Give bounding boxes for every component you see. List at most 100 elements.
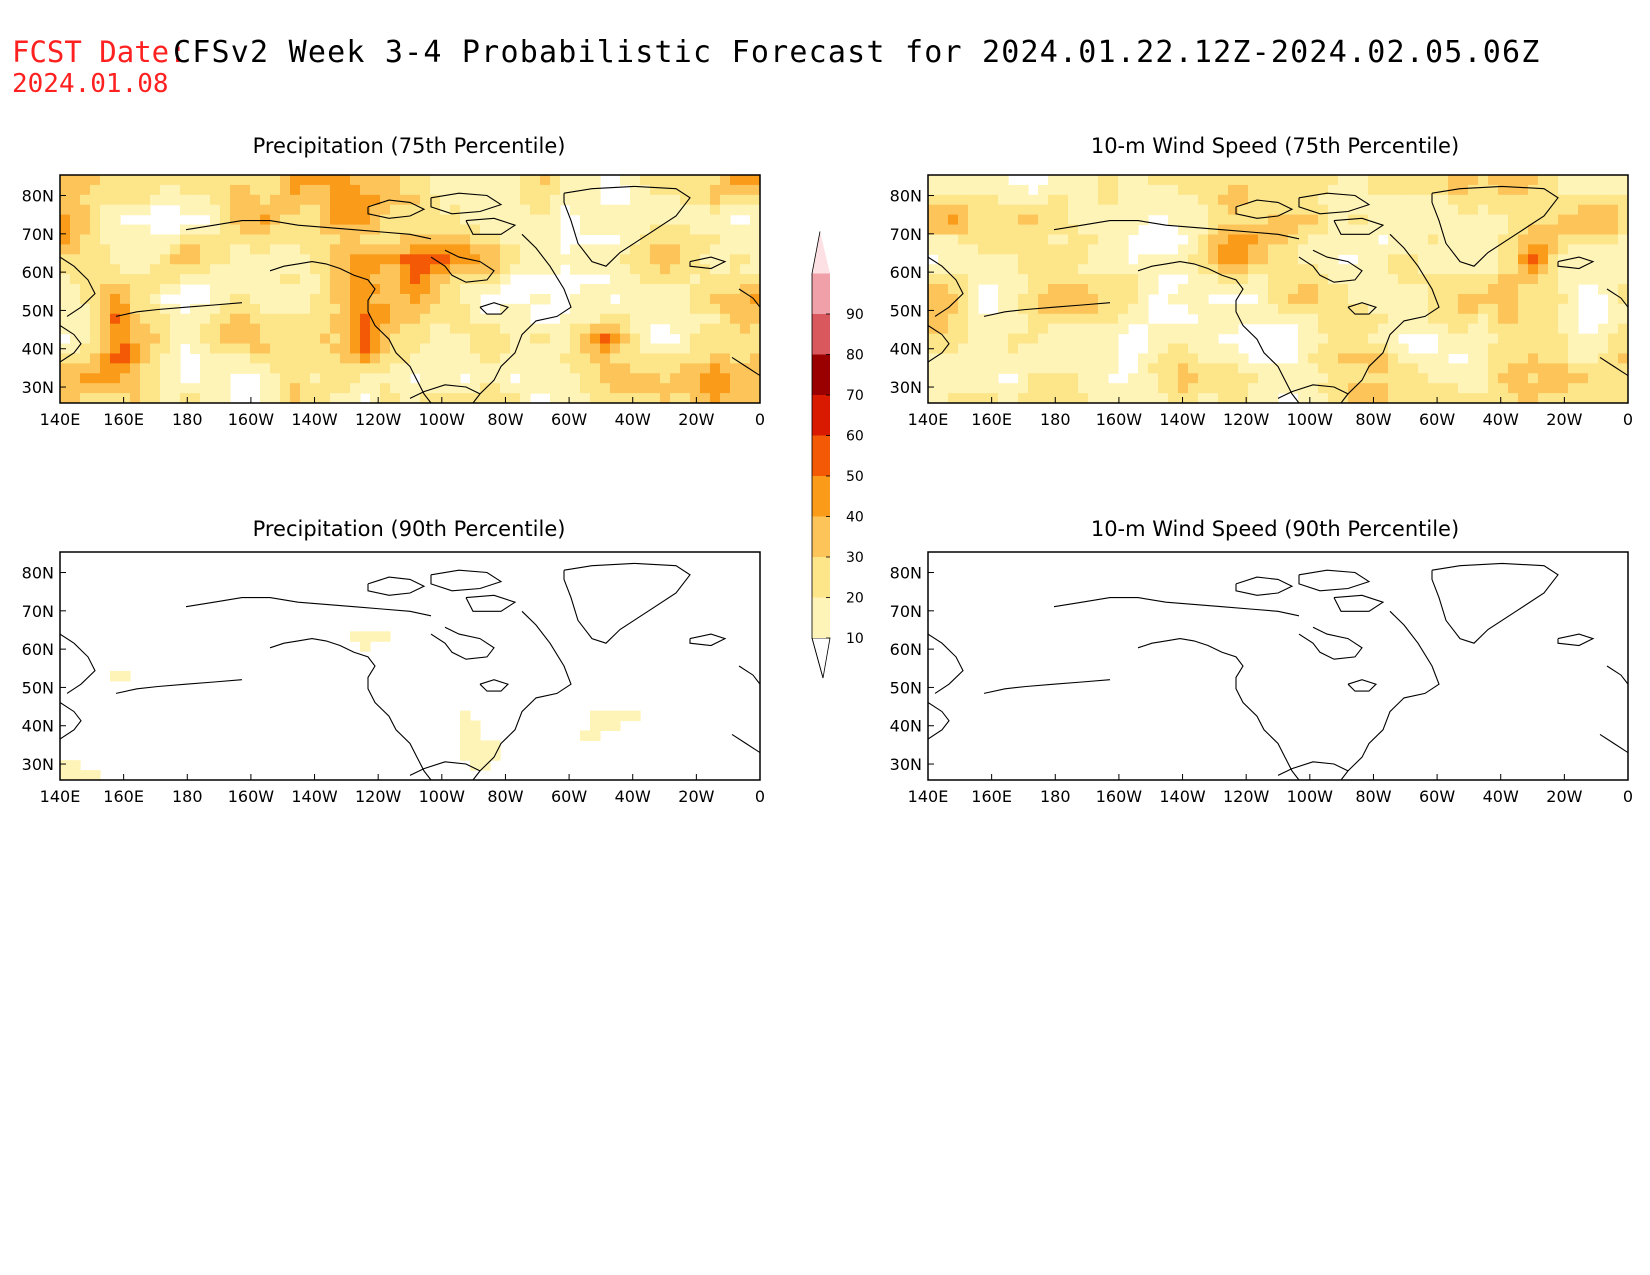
y-tick-label: 80N: [890, 187, 922, 206]
x-tick-label: 160E: [971, 787, 1012, 806]
coastline: [479, 302, 510, 315]
y-tick-label: 40N: [22, 717, 54, 736]
y-tick-label: 70N: [890, 225, 922, 244]
colorbar-label: 10: [846, 631, 864, 647]
y-tick-label: 60N: [890, 640, 922, 659]
coastline: [1557, 633, 1595, 647]
y-tick-label: 40N: [22, 340, 54, 359]
x-tick-label: 0: [1623, 787, 1633, 806]
colorbar-label: 70: [846, 388, 864, 404]
probability-field: [928, 175, 1628, 403]
coastline: [1053, 597, 1300, 617]
colorbar-segment: [812, 273, 830, 314]
coastline: [689, 633, 727, 647]
fcst-date-label: FCST Date:: [12, 35, 187, 69]
x-tick-label: 180: [1040, 787, 1071, 806]
coastline: [689, 256, 727, 270]
coastline: [983, 679, 1111, 694]
map-panel-wind-90: 80N 70N 60N 50N 40N 30N 140E 160E 180 160W 140W 120…: [890, 551, 1633, 806]
panel-title-wind-90: 10-m Wind Speed (90th Percentile): [1091, 517, 1459, 541]
x-tick-label: 140E: [908, 787, 949, 806]
coastline: [1053, 220, 1300, 240]
y-tick-label: 40N: [890, 717, 922, 736]
colorbar-label: 40: [846, 510, 864, 526]
x-tick-label: 160W: [228, 410, 275, 429]
coastline: [1347, 679, 1378, 692]
x-tick-label: 120W: [1223, 410, 1270, 429]
y-tick-label: 70N: [22, 602, 54, 621]
panel-title-precip-75: Precipitation (75th Percentile): [253, 134, 566, 158]
colorbar-label: 50: [846, 469, 864, 485]
coastline: [472, 610, 572, 780]
coastline: [731, 733, 760, 754]
x-tick-label: 140W: [1159, 787, 1206, 806]
y-tick-label: 70N: [22, 225, 54, 244]
x-tick-label: 180: [1040, 410, 1071, 429]
coastline: [1431, 562, 1559, 644]
panel-title-wind-75: 10-m Wind Speed (75th Percentile): [1091, 134, 1459, 158]
y-tick-label: 30N: [890, 755, 922, 774]
map-frame: [59, 174, 761, 404]
map-panel-precip-90: 80N 70N 60N 50N 40N 30N 140E 160E 180 160W 140W 120…: [22, 551, 765, 806]
coastline: [367, 576, 426, 596]
colorbar: 10 20 30 40 50 60 70 80 90: [811, 231, 864, 679]
x-tick-label: 20W: [678, 410, 714, 429]
y-tick-label: 80N: [22, 187, 54, 206]
x-tick-label: 160W: [1096, 410, 1143, 429]
coastlines: [928, 185, 1628, 403]
coastline: [928, 325, 950, 363]
coastlines: [60, 185, 760, 403]
coastline: [1431, 185, 1559, 267]
coastline: [1340, 233, 1440, 403]
x-tick-label: 100W: [1287, 787, 1334, 806]
coastline: [1340, 610, 1440, 780]
coastline: [269, 638, 432, 780]
coastline: [983, 302, 1111, 317]
x-tick-label: 160W: [228, 787, 275, 806]
y-tick-label: 60N: [890, 263, 922, 282]
x-tick-label: 180: [172, 787, 203, 806]
colorbar-segment: [812, 435, 830, 476]
colorbar-segment: [812, 476, 830, 517]
x-tick-label: 60W: [551, 410, 587, 429]
coastline: [60, 256, 96, 317]
x-tick-label: 80W: [1355, 787, 1391, 806]
x-tick-label: 140E: [40, 410, 81, 429]
fcst-date-value: 2024.01.08: [12, 69, 169, 99]
coastline: [563, 185, 691, 267]
x-tick-label: 180: [172, 410, 203, 429]
coastlines: [928, 562, 1628, 780]
coastline: [928, 256, 964, 317]
x-tick-label: 120W: [355, 410, 402, 429]
x-tick-label: 20W: [1546, 410, 1582, 429]
x-tick-label: 20W: [678, 787, 714, 806]
coastline: [115, 302, 243, 317]
colorbar-segment: [812, 557, 830, 598]
figure-title: CFSv2 Week 3-4 Probabilistic Forecast fo…: [173, 35, 1541, 70]
coastline: [1298, 249, 1363, 283]
coastline: [1557, 256, 1595, 270]
panel-title-precip-90: Precipitation (90th Percentile): [253, 517, 566, 541]
map-frame: [59, 551, 761, 781]
map-frame: [927, 174, 1629, 404]
coastline: [1599, 356, 1628, 377]
coastline: [60, 325, 82, 363]
x-tick-label: 140W: [291, 787, 338, 806]
y-tick-label: 60N: [22, 263, 54, 282]
x-tick-label: 140W: [291, 410, 338, 429]
coastline: [1277, 384, 1349, 399]
y-tick-label: 50N: [22, 301, 54, 320]
y-tick-label: 40N: [890, 340, 922, 359]
x-tick-label: 160W: [1096, 787, 1143, 806]
coastline: [430, 249, 495, 283]
coastline: [430, 569, 503, 592]
x-tick-label: 60W: [1419, 787, 1455, 806]
x-tick-label: 100W: [1287, 410, 1334, 429]
coastline: [1298, 626, 1363, 660]
x-tick-label: 80W: [487, 410, 523, 429]
coastline: [430, 192, 503, 215]
coastline: [1137, 638, 1300, 780]
coastline: [1599, 733, 1628, 754]
x-tick-label: 20W: [1546, 787, 1582, 806]
